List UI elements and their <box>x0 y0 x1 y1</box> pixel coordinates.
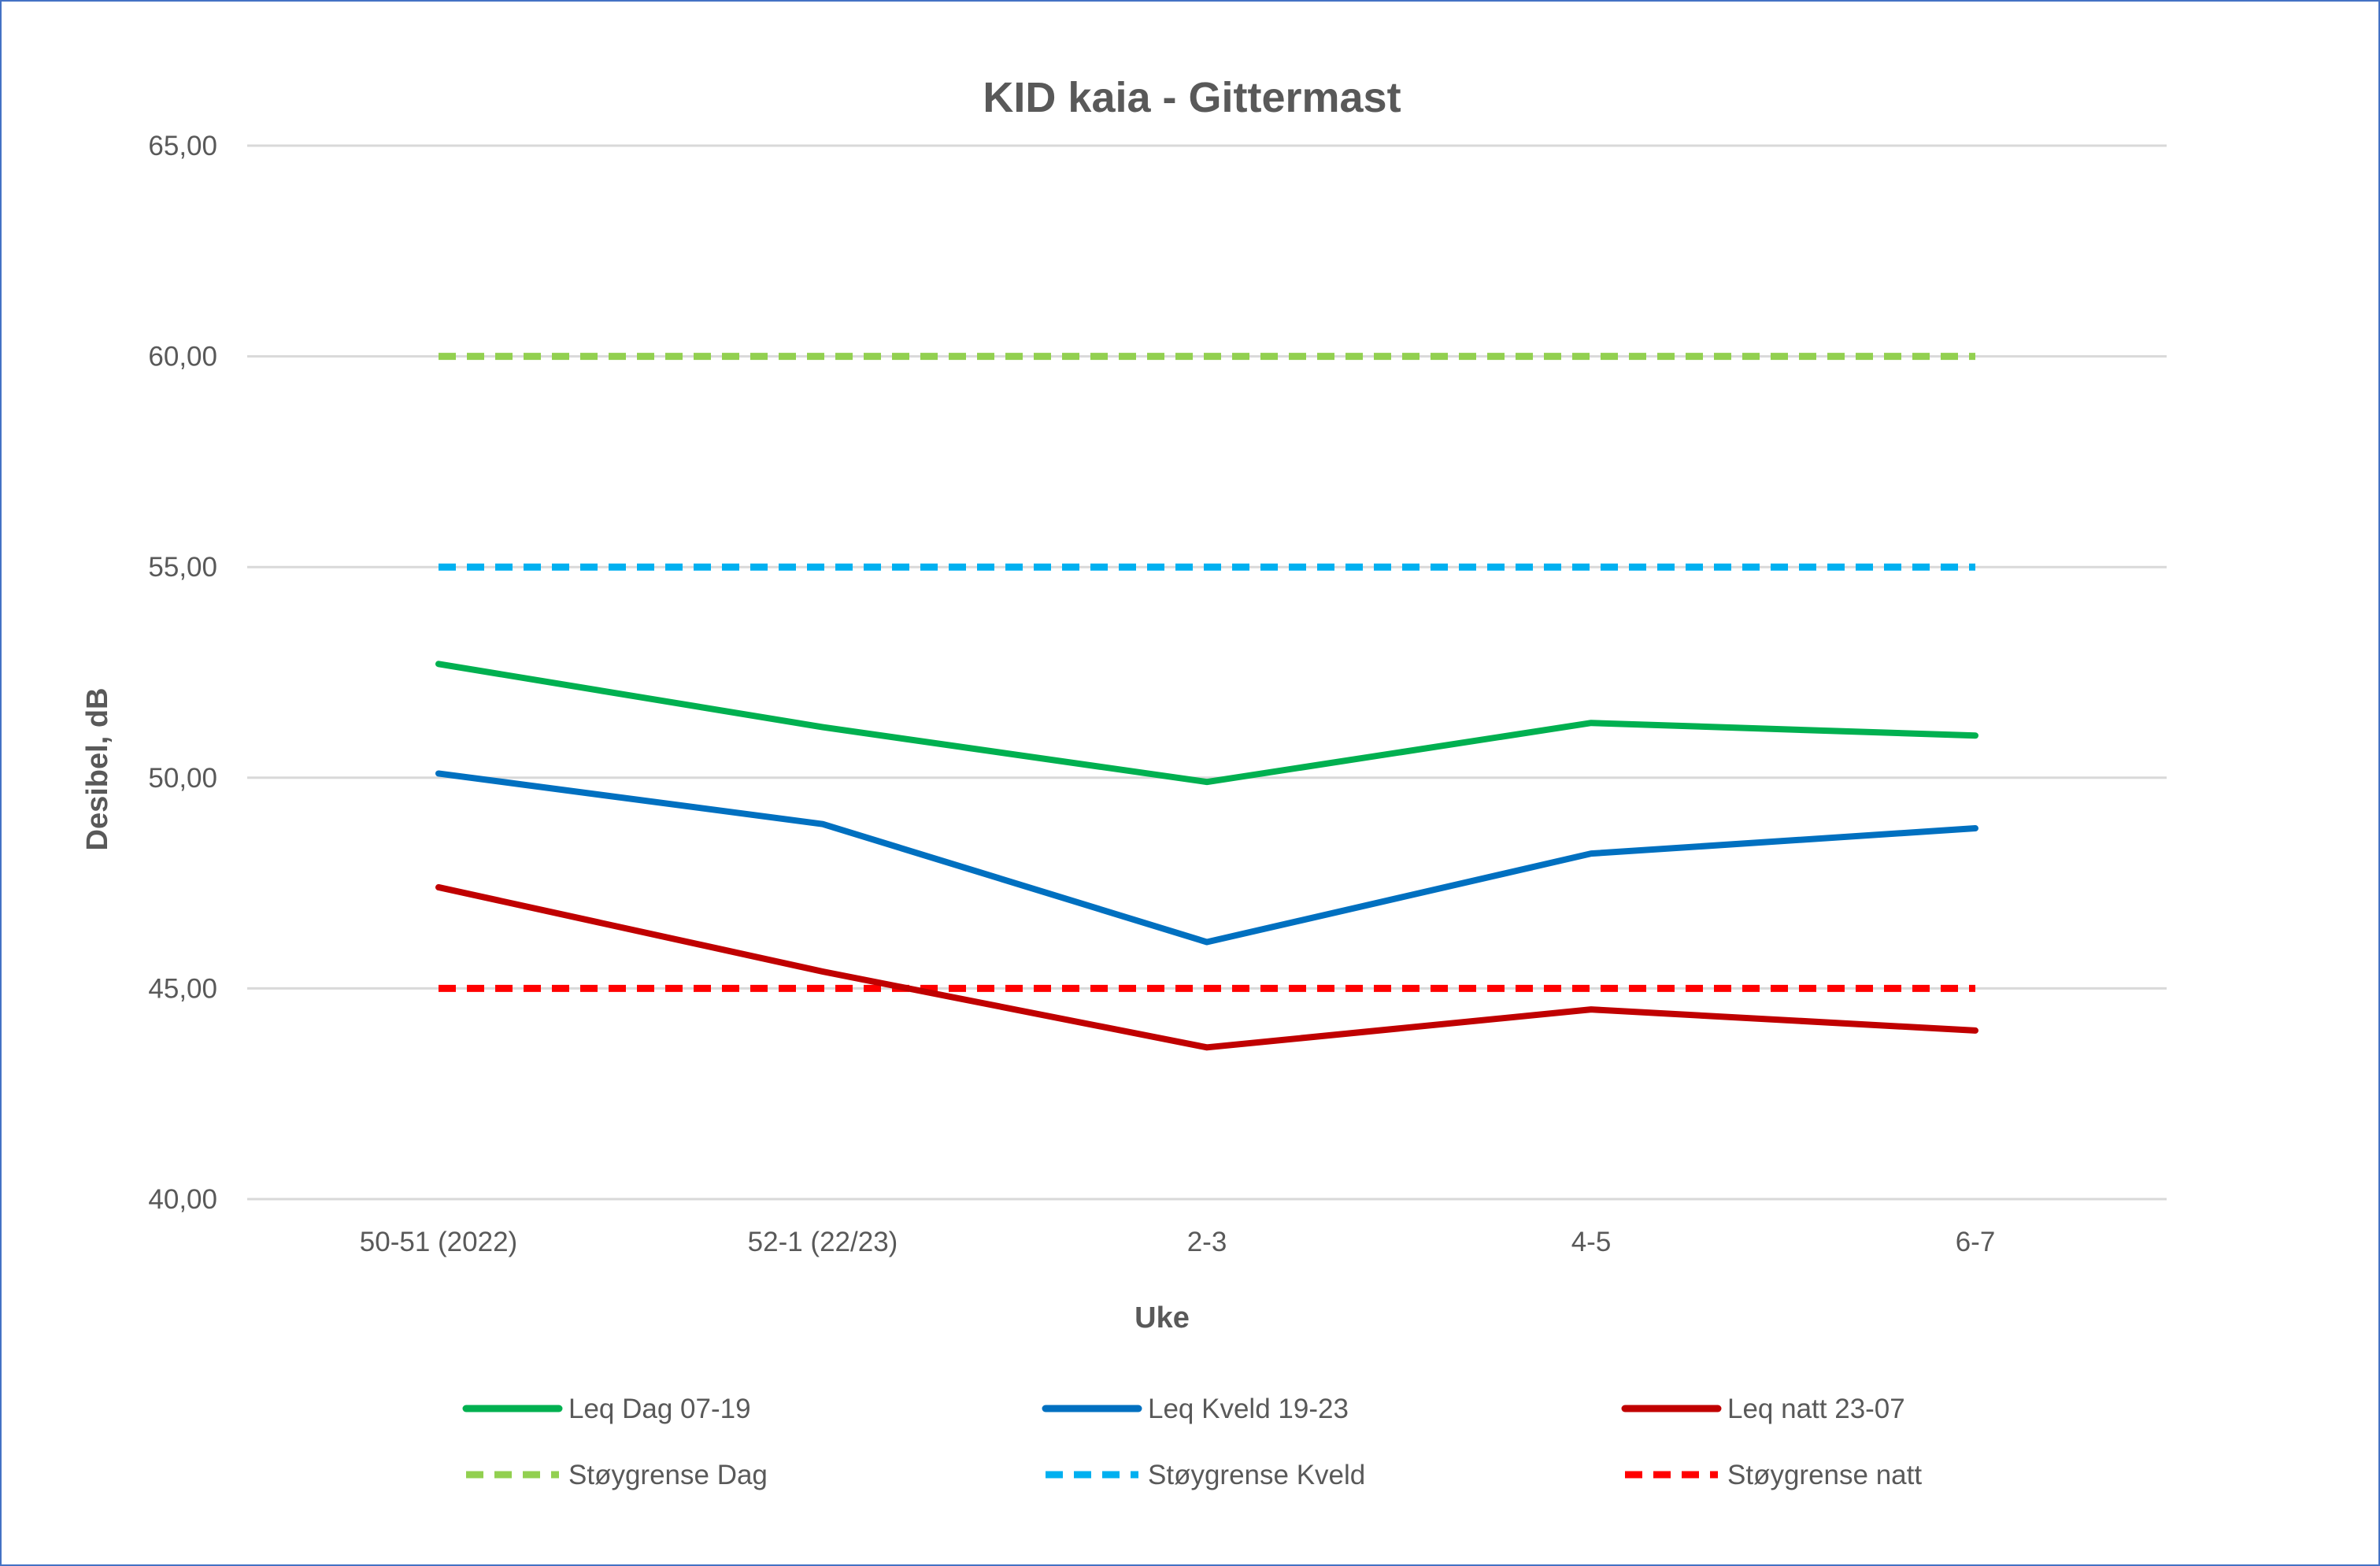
legend-label: Støygrense natt <box>1727 1460 1922 1490</box>
series-lines <box>435 353 1978 1051</box>
chart-title: KID kaia - Gittermast <box>983 74 1401 121</box>
x-axis-title: Uke <box>1134 1301 1190 1335</box>
legend-label: Leq Dag 07-19 <box>568 1394 751 1424</box>
x-tick-label: 50-51 (2022) <box>360 1227 517 1257</box>
legend-label: Leq natt 23-07 <box>1727 1394 1905 1424</box>
y-axis-title: Desibel, dB <box>81 688 114 851</box>
series-line-2 <box>435 770 1978 946</box>
x-tick-label: 4-5 <box>1571 1227 1612 1257</box>
gridlines <box>247 144 2167 1201</box>
legend: Leq Dag 07-19 Leq Kveld 19-23 Leq natt 23-… <box>462 1394 1922 1490</box>
x-axis-ticks: 50-51 (2022) 52-1 (22/23) 2-3 4-5 6-7 <box>360 1227 1996 1257</box>
series-line-1 <box>435 661 1978 786</box>
x-tick-label: 6-7 <box>1956 1227 1996 1257</box>
y-tick-label: 60,00 <box>148 342 217 372</box>
y-tick-label: 55,00 <box>148 552 217 583</box>
legend-label: Støygrense Dag <box>568 1460 768 1490</box>
y-tick-label: 40,00 <box>148 1184 217 1215</box>
y-tick-label: 65,00 <box>148 131 217 161</box>
x-tick-label: 2-3 <box>1187 1227 1227 1257</box>
series-line-3 <box>435 883 1978 1051</box>
y-tick-label: 45,00 <box>148 973 217 1004</box>
y-tick-label: 50,00 <box>148 763 217 794</box>
x-tick-label: 52-1 (22/23) <box>748 1227 898 1257</box>
legend-label: Leq Kveld 19-23 <box>1148 1394 1349 1424</box>
y-axis-ticks: 40,00 45,00 50,00 55,00 60,00 65,00 <box>148 131 217 1215</box>
legend-label: Støygrense Kveld <box>1148 1460 1365 1490</box>
